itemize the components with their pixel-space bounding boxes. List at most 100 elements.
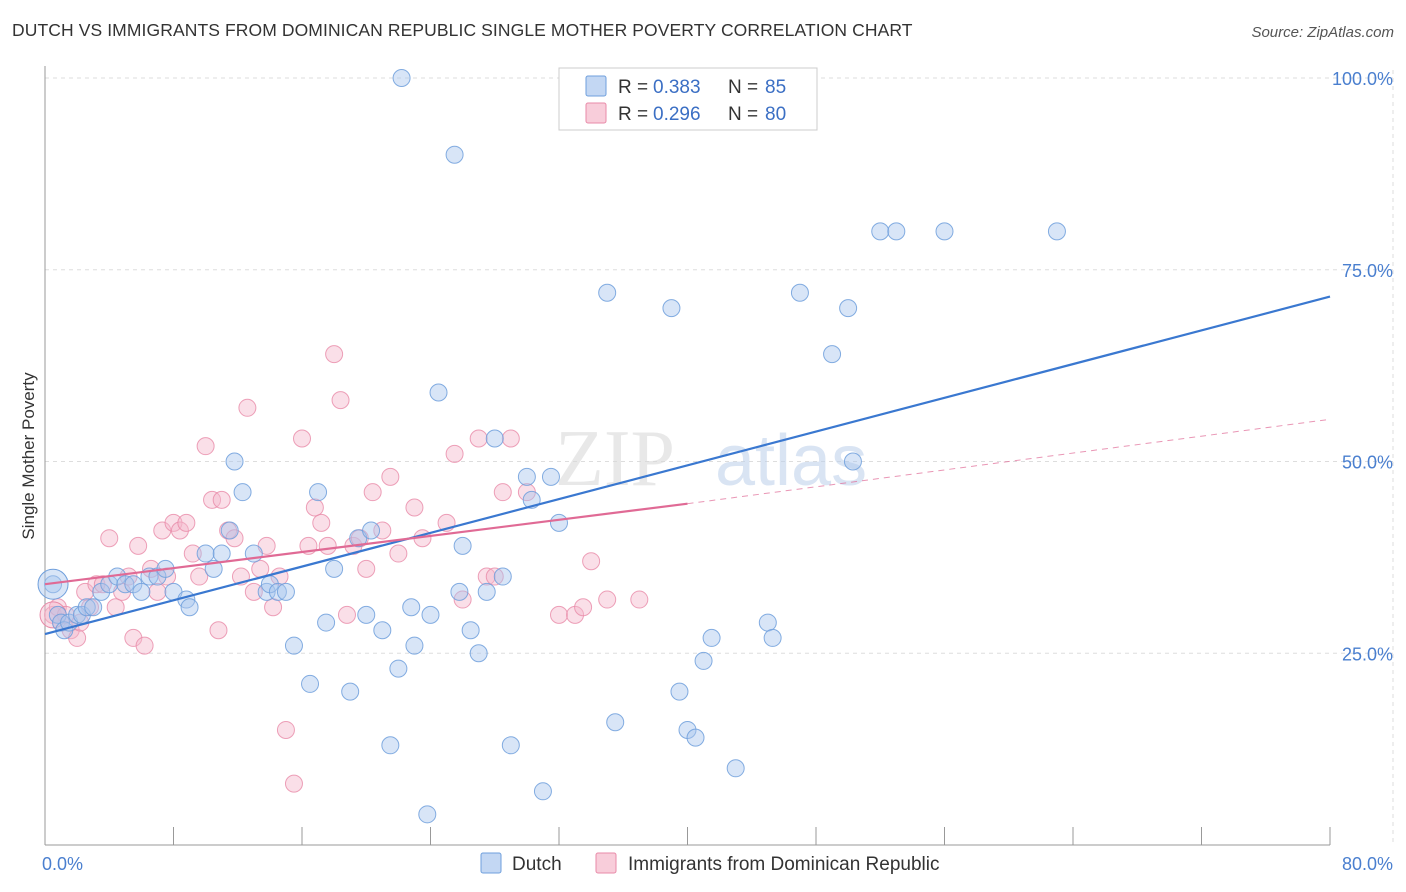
point-dutch: [517, 467, 536, 486]
point-dominican: [190, 567, 209, 586]
point-dominican: [212, 490, 231, 509]
point-dutch: [301, 674, 320, 693]
point-dutch: [357, 605, 376, 624]
point-dominican: [598, 590, 617, 609]
point-dutch: [843, 452, 862, 471]
point-dutch: [381, 736, 400, 755]
point-dutch: [758, 613, 777, 632]
point-dominican: [405, 498, 424, 517]
source-credit: Source: ZipAtlas.com: [1251, 24, 1394, 41]
bottom-legend: Dutch Immigrants from Dominican Republic: [480, 852, 940, 875]
point-dutch: [887, 222, 906, 241]
legend-n-label-dutch: N =: [728, 77, 758, 98]
legend: R = 0.383 N = 85 R = 0.296 N = 80: [558, 67, 818, 131]
y-axis-title: Single Mother Poverty: [19, 372, 38, 540]
point-dutch: [284, 636, 303, 655]
point-dutch: [445, 145, 464, 164]
point-dominican: [312, 513, 331, 532]
point-dutch: [606, 713, 625, 732]
point-dutch: [935, 222, 954, 241]
point-dominican: [363, 483, 382, 502]
trend-line-dominican-extension: [687, 418, 1331, 505]
y-tick-label: 50.0%: [1342, 453, 1393, 473]
point-dominican: [550, 605, 568, 624]
point-dutch: [212, 544, 231, 563]
point-dutch: [220, 521, 239, 540]
point-dutch: [421, 605, 440, 624]
point-dutch: [469, 644, 488, 663]
y-tick-label: 25.0%: [1342, 644, 1393, 664]
point-dutch: [726, 759, 745, 778]
point-dominican: [331, 391, 350, 410]
point-dutch: [493, 567, 512, 586]
point-dominican: [244, 582, 263, 601]
point-dutch: [392, 69, 411, 87]
point-dutch: [84, 598, 103, 617]
bottom-legend-swatch-dominican: [595, 852, 617, 874]
point-dominican: [209, 621, 228, 640]
point-dominican: [284, 774, 303, 793]
y-tick-label: 75.0%: [1342, 261, 1393, 281]
point-dominican: [469, 429, 488, 448]
point-dominican: [357, 559, 376, 578]
legend-n-value-dutch: 85: [765, 77, 786, 98]
point-dutch: [317, 613, 336, 632]
point-dutch: [823, 345, 842, 364]
point-dutch: [180, 598, 199, 617]
trend-lines: [44, 295, 1331, 636]
point-dominican: [501, 429, 520, 448]
series-dutch-points: [37, 69, 1066, 824]
grid-lines: [45, 70, 1394, 845]
point-dutch: [429, 383, 448, 402]
point-dominican: [305, 498, 324, 517]
point-dutch: [541, 467, 560, 486]
axes: [44, 66, 1331, 846]
point-dominican: [170, 521, 189, 540]
point-dutch: [341, 682, 360, 701]
legend-r-value-dutch: 0.383: [653, 77, 701, 98]
point-dutch: [450, 582, 469, 601]
point-dutch: [233, 483, 252, 502]
point-dutch: [402, 598, 421, 617]
point-dominican: [381, 467, 400, 486]
point-dominican: [574, 598, 593, 617]
point-dutch: [276, 582, 295, 601]
point-dominican: [630, 590, 649, 609]
point-dominican: [148, 582, 167, 601]
point-dutch: [453, 536, 472, 555]
point-dutch: [485, 429, 504, 448]
y-tick-label: 100.0%: [1332, 69, 1393, 89]
legend-r-value-dominican: 0.296: [653, 104, 701, 125]
point-dutch: [362, 521, 381, 540]
legend-r-label-dutch: R =: [618, 77, 648, 98]
point-dutch: [418, 805, 437, 824]
point-dutch: [373, 621, 392, 640]
point-dominican: [337, 605, 356, 624]
point-dutch: [225, 452, 244, 471]
point-dominican: [293, 429, 311, 448]
watermark-atlas: atlas: [715, 421, 867, 501]
point-dominican: [183, 544, 202, 563]
point-dutch: [702, 628, 721, 647]
trend-line-dutch: [44, 295, 1331, 636]
point-dutch: [132, 582, 151, 601]
point-dutch: [68, 605, 87, 624]
legend-swatch-dutch: [585, 75, 607, 97]
point-dutch: [77, 598, 96, 617]
point-dominican: [238, 398, 257, 417]
point-dominican: [196, 437, 215, 456]
point-dominican: [276, 720, 295, 739]
point-dominican: [135, 636, 154, 655]
tick-labels: 25.0% 50.0% 75.0% 100.0% 0.0% 80.0%: [42, 69, 1393, 874]
x-tick-label-max: 80.0%: [1342, 854, 1393, 874]
point-dutch: [670, 682, 689, 701]
bottom-legend-swatch-dutch: [480, 852, 502, 874]
point-dutch: [533, 782, 552, 801]
point-dominican: [325, 345, 344, 364]
point-dutch: [325, 559, 344, 578]
x-tick-label-min: 0.0%: [42, 854, 83, 874]
watermark-zip: ZIP: [555, 415, 675, 503]
watermark: ZIP atlas: [555, 415, 867, 503]
point-dominican: [203, 490, 222, 509]
